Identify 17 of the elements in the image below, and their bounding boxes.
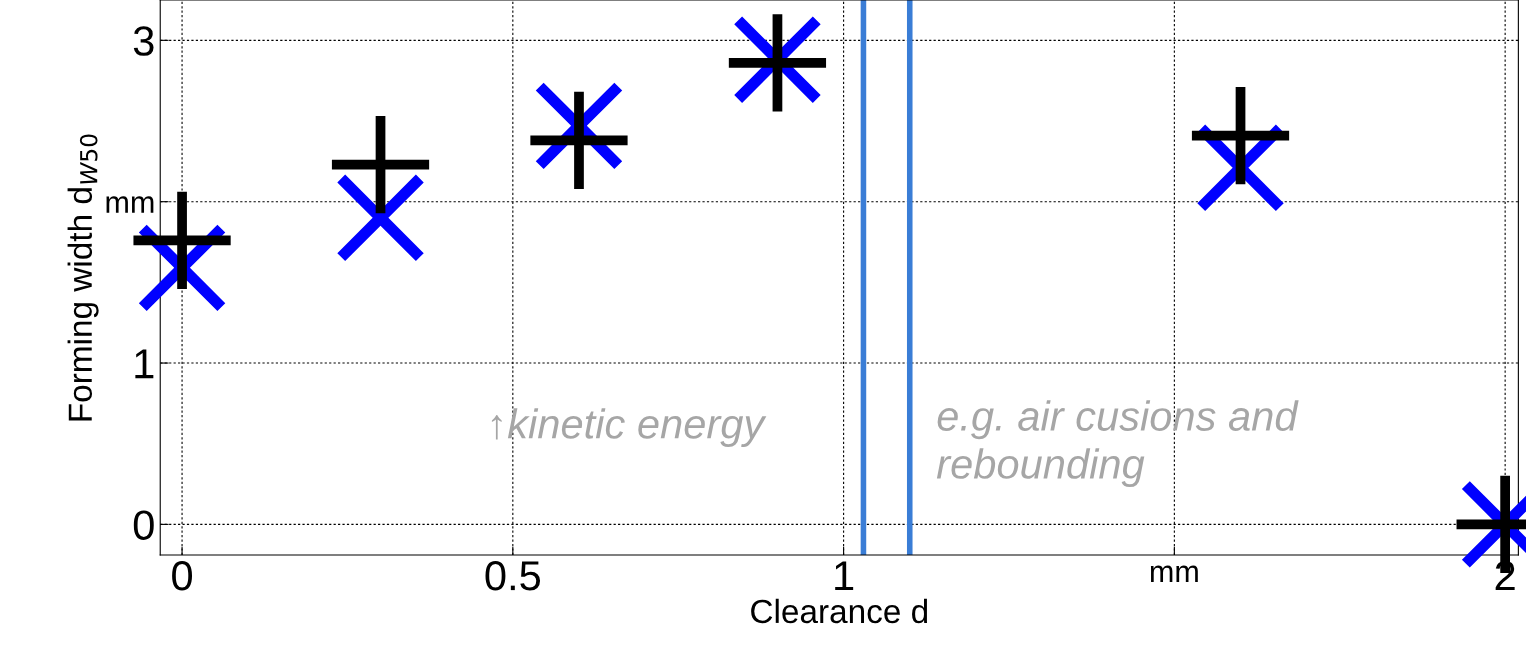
x-tick-label: 0.5	[485, 561, 541, 591]
annotation: e.g. air cusions and rebounding	[936, 400, 1299, 488]
point	[337, 174, 424, 262]
y-tick-label: mm	[106, 196, 154, 213]
x-tick-label: 0	[172, 561, 193, 591]
point	[331, 115, 430, 214]
x-axis-title: Clearance d	[751, 598, 928, 624]
y-tick-label: 1	[135, 349, 154, 379]
point	[530, 91, 628, 189]
y-tick-label: 3	[133, 26, 154, 56]
point	[728, 14, 827, 112]
point	[1191, 86, 1290, 185]
x-tick-label: 1	[835, 561, 854, 591]
y-axis-title: Forming width d$_{W50}$	[67, 134, 99, 421]
x-tick-label: mm	[1150, 565, 1198, 583]
y-tick-label: 0	[133, 510, 154, 540]
annotation: ↑kinetic energy	[491, 408, 767, 447]
